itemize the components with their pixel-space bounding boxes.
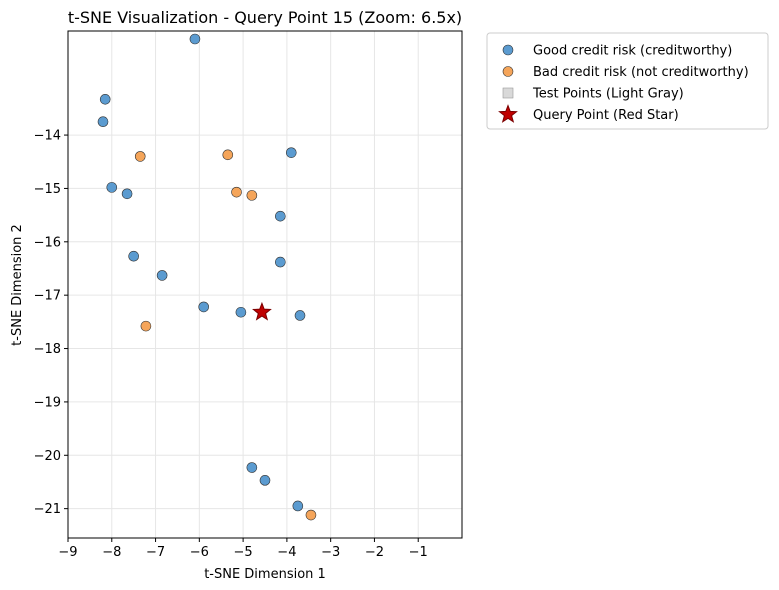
y-tick-label: −14	[34, 129, 61, 144]
data-point	[275, 210, 286, 222]
data-point	[294, 310, 306, 321]
legend-entry-label: Query Point (Red Star)	[533, 108, 679, 123]
x-tick-label: −6	[190, 545, 209, 560]
data-point	[285, 147, 297, 158]
y-tick-label: −17	[34, 289, 61, 304]
x-tick-label: −4	[277, 545, 296, 560]
data-point	[97, 116, 109, 128]
x-tick-label: −9	[58, 545, 77, 560]
data-point	[305, 509, 317, 521]
y-tick-label: −16	[34, 235, 61, 250]
data-point	[198, 301, 210, 313]
data-point	[292, 500, 304, 512]
query-point-star	[252, 301, 272, 321]
x-tick-label: −5	[234, 545, 253, 560]
x-tick-label: −8	[102, 545, 121, 560]
y-tick-label: −21	[34, 502, 61, 517]
axis-ticks: −9 −8 −7 −6 −5 −4 −3 −2 −1 −14 −15 −16 −17 −18 −19 −20 −…	[34, 129, 428, 560]
legend-marker	[502, 87, 514, 99]
legend-entry-label: Test Points (Light Gray)	[532, 87, 684, 102]
legend-marker	[498, 104, 518, 123]
data-point	[99, 94, 111, 105]
y-tick-label: −15	[34, 182, 61, 197]
x-tick-label: −1	[409, 545, 428, 560]
grid	[67, 31, 462, 538]
legend-entry-label: Good credit risk (creditworthy)	[533, 44, 732, 59]
legend-marker	[502, 66, 514, 77]
data-point	[231, 186, 242, 198]
data-point	[246, 462, 258, 473]
data-point	[134, 151, 146, 162]
legend-marker	[502, 44, 514, 56]
data-point	[128, 250, 139, 262]
x-tick-label: −7	[146, 545, 165, 560]
y-tick-label: −18	[34, 342, 61, 357]
chart-title: t-SNE Visualization - Query Point 15 (Zo…	[68, 8, 462, 27]
data-point	[235, 306, 247, 318]
x-tick-label: −2	[365, 545, 384, 560]
data-point	[222, 149, 234, 161]
data-point	[140, 320, 152, 332]
legend-entry-label: Bad credit risk (not creditworthy)	[533, 65, 749, 80]
x-tick-label: −3	[321, 545, 340, 560]
data-points	[97, 33, 317, 521]
y-axis-label: t-SNE Dimension 2	[10, 224, 25, 346]
plot-frame	[67, 30, 463, 539]
data-point	[259, 475, 271, 486]
data-point	[156, 270, 168, 281]
x-axis-label: t-SNE Dimension 1	[204, 567, 326, 582]
data-point	[189, 33, 201, 45]
legend-frame	[486, 32, 769, 130]
data-point	[246, 190, 258, 201]
y-tick-label: −19	[34, 395, 61, 410]
y-tick-label: −20	[34, 449, 61, 464]
data-point	[106, 182, 118, 193]
data-point	[121, 188, 133, 200]
data-point	[275, 256, 286, 268]
legend: Good credit risk (creditworthy) Bad credi…	[486, 32, 769, 130]
